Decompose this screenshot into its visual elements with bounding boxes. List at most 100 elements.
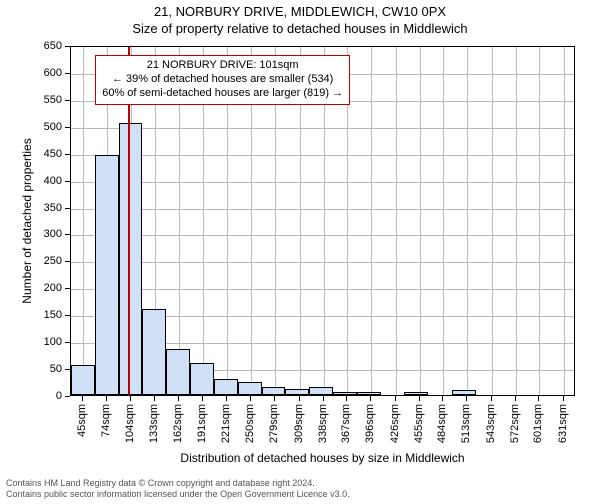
gridline-v bbox=[83, 47, 84, 395]
y-tick-mark bbox=[65, 261, 70, 262]
x-tick-label: 631sqm bbox=[557, 404, 569, 454]
y-tick-label: 250 bbox=[36, 255, 62, 267]
legend-line: 60% of semi-detached houses are larger (… bbox=[102, 87, 343, 101]
x-tick-mark bbox=[274, 396, 275, 401]
y-tick-label: 650 bbox=[36, 40, 62, 52]
x-tick-mark bbox=[154, 396, 155, 401]
x-tick-mark bbox=[491, 396, 492, 401]
gridline-v bbox=[492, 47, 493, 395]
x-tick-mark bbox=[370, 396, 371, 401]
x-tick-mark bbox=[515, 396, 516, 401]
x-tick-mark bbox=[130, 396, 131, 401]
y-tick-label: 600 bbox=[36, 67, 62, 79]
histogram-bar bbox=[309, 387, 333, 395]
histogram-bar bbox=[166, 349, 190, 395]
x-tick-label: 396sqm bbox=[364, 404, 376, 454]
gridline-h bbox=[71, 128, 574, 129]
x-tick-mark bbox=[178, 396, 179, 401]
y-tick-mark bbox=[65, 396, 70, 397]
x-tick-label: 279sqm bbox=[268, 404, 280, 454]
gridline-v bbox=[443, 47, 444, 395]
x-tick-mark bbox=[563, 396, 564, 401]
page-title: 21, NORBURY DRIVE, MIDDLEWICH, CW10 0PX bbox=[0, 4, 600, 19]
y-tick-mark bbox=[65, 342, 70, 343]
gridline-v bbox=[539, 47, 540, 395]
y-tick-mark bbox=[65, 315, 70, 316]
gridline-h bbox=[71, 209, 574, 210]
gridline-h bbox=[71, 182, 574, 183]
x-tick-label: 367sqm bbox=[340, 404, 352, 454]
x-tick-label: 74sqm bbox=[100, 404, 112, 454]
histogram-bar bbox=[452, 390, 476, 395]
chart-plot-area: 21 NORBURY DRIVE: 101sqm← 39% of detache… bbox=[70, 46, 575, 396]
histogram-bar bbox=[238, 382, 262, 395]
x-tick-label: 338sqm bbox=[317, 404, 329, 454]
y-tick-label: 0 bbox=[36, 390, 62, 402]
gridline-h bbox=[71, 155, 574, 156]
legend-line: ← 39% of detached houses are smaller (53… bbox=[102, 73, 343, 87]
histogram-bar bbox=[214, 379, 238, 395]
x-tick-mark bbox=[106, 396, 107, 401]
x-tick-label: 543sqm bbox=[485, 404, 497, 454]
y-tick-mark bbox=[65, 234, 70, 235]
gridline-v bbox=[467, 47, 468, 395]
x-tick-mark bbox=[466, 396, 467, 401]
footer-line-1: Contains HM Land Registry data © Crown c… bbox=[6, 478, 350, 489]
gridline-v bbox=[516, 47, 517, 395]
x-tick-mark bbox=[419, 396, 420, 401]
y-tick-label: 350 bbox=[36, 202, 62, 214]
gridline-v bbox=[564, 47, 565, 395]
x-tick-label: 104sqm bbox=[124, 404, 136, 454]
x-tick-label: 513sqm bbox=[460, 404, 472, 454]
histogram-bar bbox=[357, 392, 381, 395]
y-tick-mark bbox=[65, 73, 70, 74]
y-tick-mark bbox=[65, 181, 70, 182]
x-tick-label: 191sqm bbox=[196, 404, 208, 454]
x-tick-mark bbox=[323, 396, 324, 401]
x-tick-mark bbox=[82, 396, 83, 401]
y-tick-mark bbox=[65, 127, 70, 128]
histogram-bar bbox=[190, 363, 214, 395]
gridline-h bbox=[71, 262, 574, 263]
y-axis-label: Number of detached properties bbox=[20, 46, 34, 396]
y-tick-label: 150 bbox=[36, 309, 62, 321]
x-tick-label: 45sqm bbox=[76, 404, 88, 454]
gridline-v bbox=[371, 47, 372, 395]
page-subtitle: Size of property relative to detached ho… bbox=[0, 21, 600, 36]
x-tick-mark bbox=[346, 396, 347, 401]
y-tick-label: 450 bbox=[36, 148, 62, 160]
histogram-bar bbox=[262, 387, 286, 395]
histogram-bar bbox=[333, 392, 357, 395]
y-tick-label: 500 bbox=[36, 121, 62, 133]
x-tick-label: 309sqm bbox=[293, 404, 305, 454]
histogram-bar bbox=[119, 123, 143, 395]
x-tick-mark bbox=[202, 396, 203, 401]
x-tick-label: 162sqm bbox=[172, 404, 184, 454]
legend-line: 21 NORBURY DRIVE: 101sqm bbox=[102, 59, 343, 73]
x-tick-label: 221sqm bbox=[220, 404, 232, 454]
x-tick-mark bbox=[226, 396, 227, 401]
histogram-bar bbox=[285, 389, 309, 395]
footer-line-2: Contains public sector information licen… bbox=[6, 489, 350, 500]
x-tick-mark bbox=[395, 396, 396, 401]
y-tick-label: 100 bbox=[36, 336, 62, 348]
x-tick-label: 455sqm bbox=[413, 404, 425, 454]
x-tick-label: 601sqm bbox=[532, 404, 544, 454]
y-tick-mark bbox=[65, 46, 70, 47]
gridline-v bbox=[420, 47, 421, 395]
x-tick-mark bbox=[299, 396, 300, 401]
histogram-bar bbox=[95, 155, 119, 395]
y-tick-mark bbox=[65, 154, 70, 155]
y-tick-label: 300 bbox=[36, 228, 62, 240]
histogram-bar bbox=[142, 309, 166, 395]
y-tick-mark bbox=[65, 369, 70, 370]
histogram-bar bbox=[71, 365, 95, 395]
x-tick-mark bbox=[250, 396, 251, 401]
y-tick-label: 400 bbox=[36, 175, 62, 187]
gridline-h bbox=[71, 235, 574, 236]
footer-attribution: Contains HM Land Registry data © Crown c… bbox=[6, 478, 350, 500]
y-tick-label: 200 bbox=[36, 282, 62, 294]
legend-box: 21 NORBURY DRIVE: 101sqm← 39% of detache… bbox=[95, 55, 350, 104]
y-tick-label: 550 bbox=[36, 94, 62, 106]
y-tick-mark bbox=[65, 208, 70, 209]
